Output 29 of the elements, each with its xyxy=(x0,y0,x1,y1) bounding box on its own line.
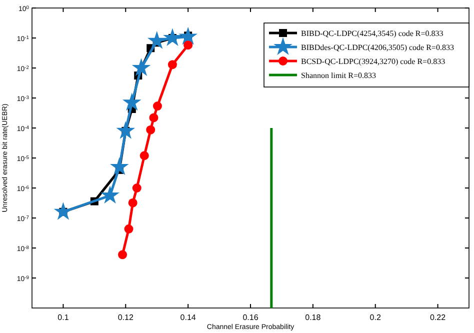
x-tick-label: 0.14 xyxy=(180,313,196,322)
x-tick-label: 0.1 xyxy=(58,313,70,322)
point xyxy=(128,198,138,208)
x-tick-label: 0.18 xyxy=(305,313,322,322)
x-tick-label: 0.2 xyxy=(370,313,382,322)
x-tick-label: 0.22 xyxy=(430,313,446,322)
point xyxy=(110,157,129,176)
legend-label: BCSD-QC-LDPC(3924,3270) code R=0.833 xyxy=(301,57,446,66)
point xyxy=(168,60,177,70)
point xyxy=(184,40,193,50)
point xyxy=(118,250,128,260)
point xyxy=(140,151,149,160)
point xyxy=(100,186,120,204)
x-tick-label: 0.16 xyxy=(242,313,259,322)
point xyxy=(146,125,156,134)
point xyxy=(178,26,198,45)
point xyxy=(132,184,142,192)
point xyxy=(163,28,182,46)
point xyxy=(122,92,142,111)
point xyxy=(116,121,136,139)
point xyxy=(149,113,158,122)
legend-label: BIBDdes-QC-LDPC(4206,3505) code R=0.833 xyxy=(301,43,454,52)
legend-label: Shannon limit R=0.833 xyxy=(301,71,376,80)
point xyxy=(132,58,151,76)
x-tick-label: 0.12 xyxy=(118,313,134,322)
point xyxy=(152,102,162,111)
point xyxy=(124,224,134,234)
legend-label: BIBD-QC-LDPC(4254,3545) code R=0.833 xyxy=(301,29,444,38)
point xyxy=(147,31,166,49)
